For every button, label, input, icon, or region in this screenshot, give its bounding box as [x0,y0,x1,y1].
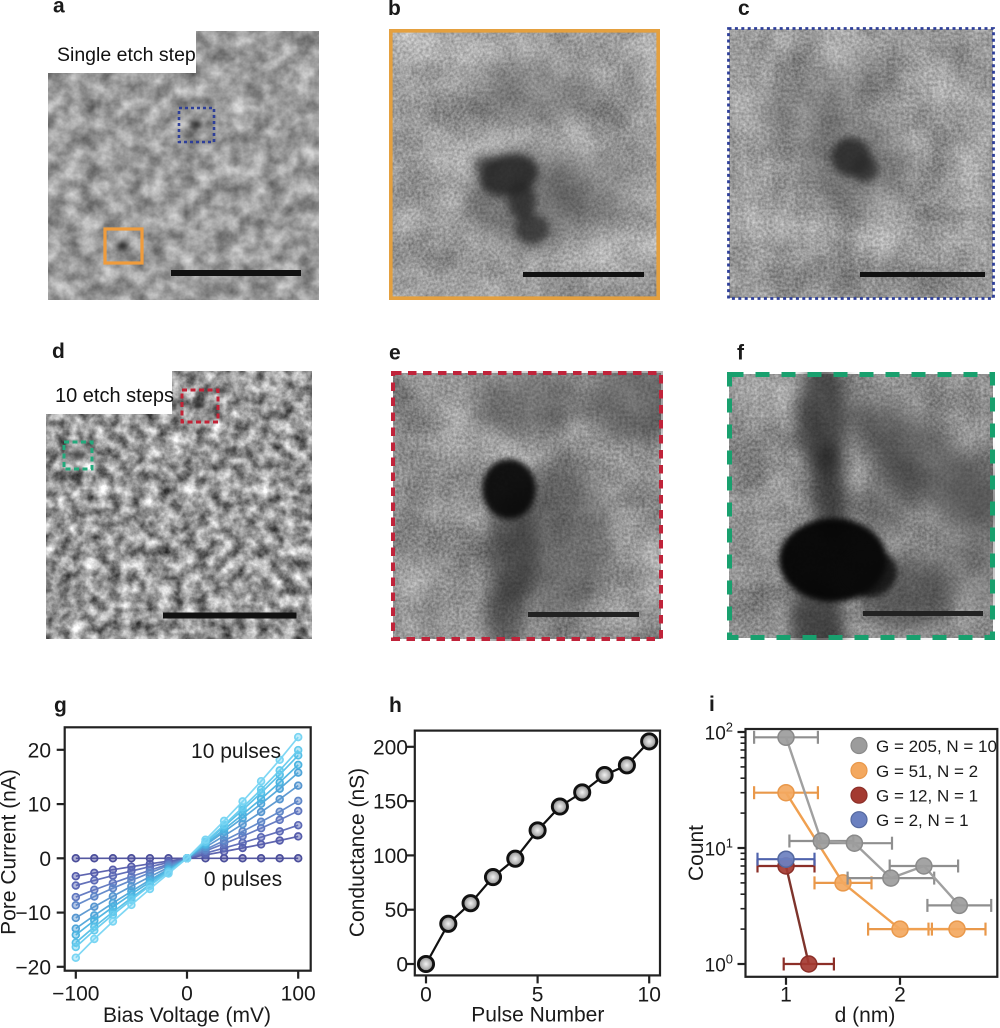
svg-text:Pore Current (nA): Pore Current (nA) [0,769,21,935]
svg-text:−100: −100 [52,983,99,1006]
svg-text:−20: −20 [15,956,51,979]
svg-text:1: 1 [780,984,792,1007]
svg-text:G = 51, N = 2: G = 51, N = 2 [876,762,978,781]
svg-text:Single etch step: Single etch step [57,44,196,66]
svg-text:2: 2 [894,984,906,1007]
svg-text:G = 205, N = 10: G = 205, N = 10 [876,737,997,756]
svg-text:i: i [709,693,715,716]
svg-text:e: e [389,342,401,365]
svg-text:20: 20 [28,739,51,762]
svg-text:G = 2, N = 1: G = 2, N = 1 [876,811,969,830]
svg-text:100: 100 [281,983,316,1006]
svg-text:0: 0 [181,983,193,1006]
svg-text:10 pulses: 10 pulses [191,740,281,763]
svg-text:G = 12, N = 1: G = 12, N = 1 [876,787,978,806]
svg-text:50: 50 [385,899,408,922]
svg-text:0: 0 [420,984,432,1007]
svg-text:c: c [738,0,750,20]
svg-text:200: 200 [373,736,408,759]
svg-text:5: 5 [532,984,544,1007]
svg-text:102: 102 [705,720,733,745]
svg-text:f: f [737,342,745,365]
svg-text:d (nm): d (nm) [835,1004,896,1027]
svg-text:100: 100 [373,845,408,868]
svg-text:b: b [388,0,401,20]
svg-text:10: 10 [638,984,661,1007]
svg-text:0 pulses: 0 pulses [204,868,282,891]
svg-text:10: 10 [28,794,51,817]
svg-text:0: 0 [396,954,408,977]
svg-text:g: g [54,694,67,717]
svg-text:150: 150 [373,791,408,814]
svg-text:Bias Voltage (mV): Bias Voltage (mV) [103,1004,271,1027]
svg-text:a: a [53,0,65,18]
svg-text:Count: Count [685,825,708,881]
svg-text:−10: −10 [15,902,51,925]
svg-text:Conductance (nS): Conductance (nS) [346,768,369,937]
svg-text:Pulse Number: Pulse Number [471,1004,604,1027]
svg-text:d: d [52,340,65,363]
svg-text:0: 0 [39,848,51,871]
svg-text:h: h [389,694,402,717]
svg-text:10 etch steps: 10 etch steps [55,385,174,407]
